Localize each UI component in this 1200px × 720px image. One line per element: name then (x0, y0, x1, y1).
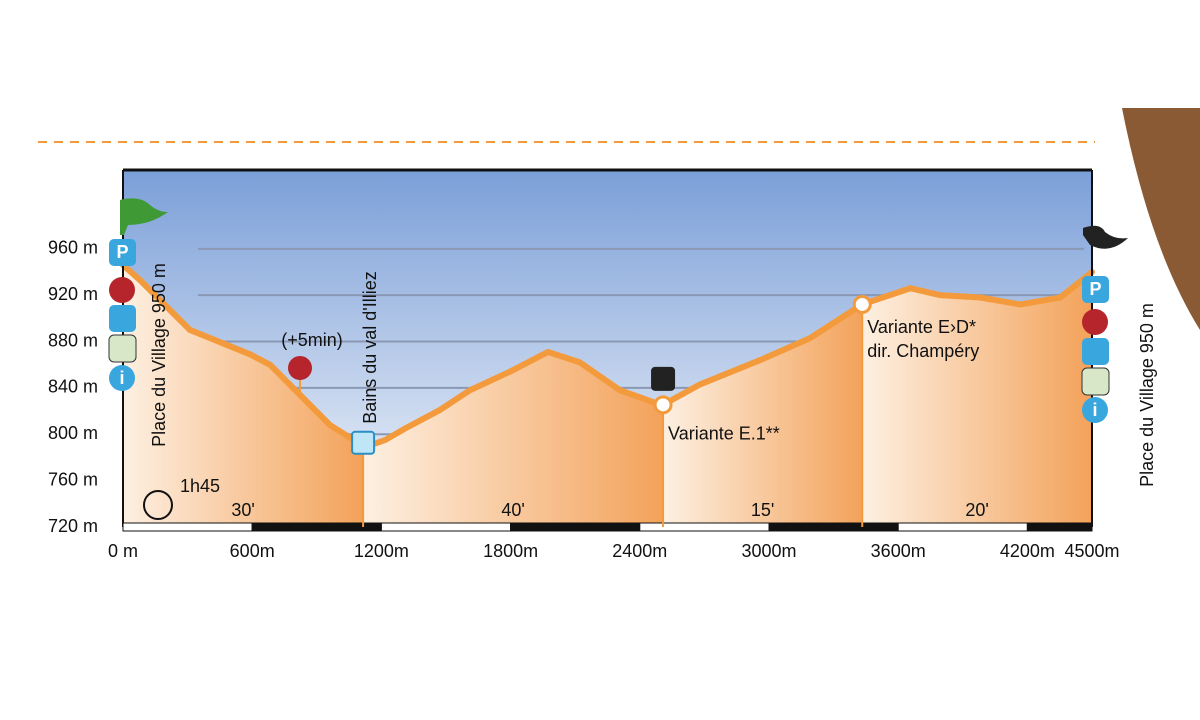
waypoint-marker (351, 430, 376, 455)
waypoint-marker (653, 395, 673, 415)
x-tick-label: 3600m (871, 541, 926, 561)
waypoint-label: Variante E.1** (668, 424, 780, 444)
y-tick-label: 880 m (48, 330, 98, 350)
waypoints: Bains du val d'Illiez Variante E.1** Varia… (281, 271, 979, 527)
x-tick-label: 600m (230, 541, 275, 561)
detour-icon (288, 356, 313, 380)
scale-segment (897, 522, 1028, 532)
scale-segment (510, 522, 641, 532)
x-tick-label: 4500m (1064, 541, 1119, 561)
profile-line (120, 262, 1095, 451)
segment-time: 20' (965, 500, 988, 520)
scale-segment (639, 522, 770, 532)
left-icons: P i (108, 239, 137, 391)
waypoint-sublabel: dir. Champéry (867, 341, 979, 361)
waypoint-marker (852, 294, 872, 314)
profile (120, 262, 1095, 451)
y-tick-label: 840 m (48, 377, 98, 397)
finish-flag (1083, 225, 1128, 249)
shelter-icon (651, 366, 676, 391)
axes: 720 m 760 m 800 m 840 m 880 m 920 m 960 m 0 m 60… (48, 238, 1120, 561)
right-icons: P i (1081, 276, 1110, 423)
end-label: Place du Village 950 m (1137, 303, 1157, 487)
segment-time: 30' (231, 500, 254, 520)
svg-text:P: P (116, 242, 128, 262)
photo (1122, 108, 1200, 330)
total-time: 1h45 (180, 476, 220, 496)
scale-segment (768, 522, 899, 532)
start-label: Place du Village 950 m (149, 263, 169, 447)
x-tick-label: 2400m (612, 541, 667, 561)
y-tick-label: 960 m (48, 238, 98, 258)
scale-segment (380, 522, 512, 532)
waypoint-label: Variante E›D* (867, 317, 976, 337)
x-tick-label: 1800m (483, 541, 538, 561)
scale-bar (122, 522, 1093, 532)
scale-segment (251, 522, 382, 532)
svg-text:P: P (1089, 279, 1101, 299)
y-tick-label: 720 m (48, 516, 98, 536)
y-tick-label: 760 m (48, 469, 98, 489)
scale-segment (122, 522, 253, 532)
start-flag (120, 198, 168, 235)
x-tick-label: 4200m (1000, 541, 1055, 561)
y-tick-label: 800 m (48, 423, 98, 443)
x-tick-label: 1200m (354, 541, 409, 561)
scale-segment (1026, 522, 1093, 532)
segment-fill (862, 265, 1092, 527)
x-tick-label: 3000m (741, 541, 796, 561)
svg-text:i: i (119, 368, 124, 388)
x-tick-label: 0 m (108, 541, 138, 561)
segment-time: 40' (501, 500, 524, 520)
waypoint-label: Bains du val d'Illiez (360, 271, 380, 424)
segment-time: 15' (751, 500, 774, 520)
detour-label: (+5min) (281, 330, 343, 350)
svg-text:i: i (1092, 400, 1097, 420)
y-tick-label: 920 m (48, 284, 98, 304)
stopwatch (143, 490, 173, 520)
